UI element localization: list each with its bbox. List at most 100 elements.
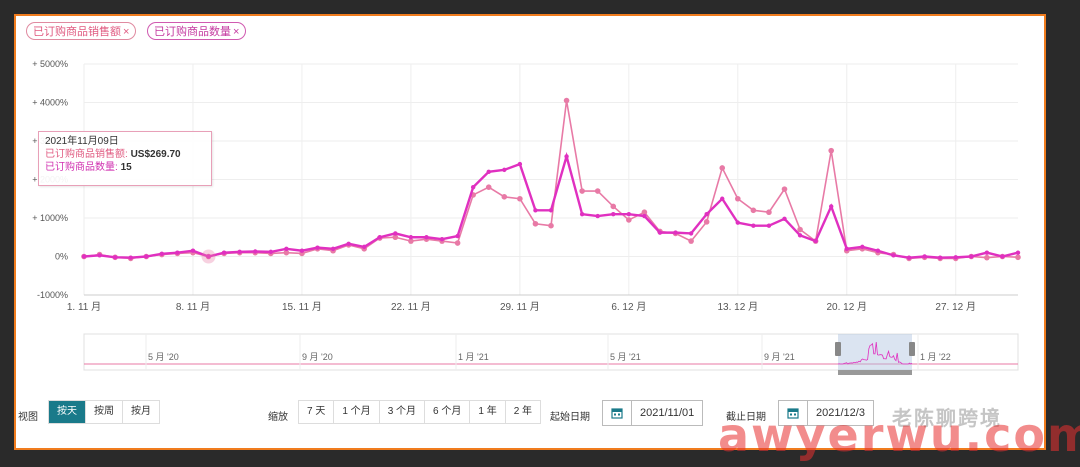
data-point [1015, 250, 1021, 255]
zoom-6m-button[interactable]: 6 个月 [425, 401, 471, 423]
data-point [641, 209, 648, 216]
navigator-handle-right [909, 342, 915, 356]
y-tick-label: -1000% [37, 290, 68, 300]
data-point [891, 253, 896, 258]
end-date-input[interactable]: 2021/12/3 [778, 400, 874, 426]
data-point [517, 161, 523, 167]
data-point [750, 207, 757, 214]
navigator-tick-label: 5 月 '20 [148, 352, 179, 362]
data-point [953, 255, 958, 260]
data-point [128, 255, 133, 260]
data-point [548, 222, 554, 229]
data-point [782, 216, 787, 221]
data-point [532, 220, 539, 227]
chip-label: 已订购商品数量 [154, 26, 231, 38]
calendar-icon[interactable] [603, 401, 632, 425]
tooltip-label-quantity: 已订购商品数量: [45, 162, 118, 173]
data-point [828, 147, 834, 154]
data-point [455, 233, 460, 239]
watermark-brand: 老陈聊跨境 [892, 408, 1002, 430]
data-point [564, 154, 569, 159]
y-tick-label: + 4000% [32, 98, 68, 108]
data-point [797, 233, 803, 238]
close-icon[interactable]: × [233, 26, 240, 38]
zoom-button-group: 7 天 1 个月 3 个月 6 个月 1 年 2 年 [298, 400, 542, 424]
data-point [81, 254, 87, 259]
data-point [984, 250, 990, 255]
view-label: 视图 [18, 412, 38, 423]
zoom-7d-button[interactable]: 7 天 [299, 401, 335, 423]
x-tick-label: 8. 11 月 [176, 301, 210, 313]
data-point [424, 235, 429, 240]
view-month-button[interactable]: 按月 [123, 401, 159, 423]
line-chart[interactable]: + 5000%+ 4000%+ 3000%+ 2000%+ 1000%0%-10… [16, 52, 1044, 392]
data-point [673, 230, 678, 235]
zoom-1m-button[interactable]: 1 个月 [334, 401, 380, 423]
data-point [735, 195, 741, 202]
view-week-button[interactable]: 按周 [86, 401, 123, 423]
data-point [844, 246, 849, 251]
y-tick-label: + 1000% [32, 213, 68, 223]
zoom-2y-button[interactable]: 2 年 [505, 401, 541, 423]
start-date-label: 起始日期 [550, 412, 590, 423]
navigator-tick-label: 1 月 '22 [920, 352, 951, 362]
data-point [283, 249, 290, 256]
data-point [594, 188, 601, 194]
series-chip-sales[interactable]: 已订购商品销售额 × [26, 22, 137, 40]
navigator-handle-left [835, 342, 841, 356]
data-point [362, 244, 367, 250]
data-point [470, 185, 476, 190]
series-chip-quantity[interactable]: 已订购商品数量 × [147, 22, 247, 40]
data-point [579, 188, 585, 194]
tooltip-value-sales: US$269.70 [130, 149, 181, 160]
x-tick-label: 29. 11 月 [500, 301, 540, 313]
data-point [766, 209, 772, 216]
start-date-input[interactable]: 2021/11/01 [602, 400, 704, 426]
data-point [704, 211, 709, 217]
data-point [454, 240, 461, 246]
view-day-button[interactable]: 按天 [49, 401, 86, 423]
data-point [626, 211, 632, 217]
data-point [969, 254, 974, 259]
navigator-mini-line [837, 341, 913, 365]
data-point [922, 254, 927, 259]
close-icon[interactable]: × [123, 26, 130, 38]
data-point [984, 254, 990, 261]
data-point [906, 255, 912, 260]
tooltip-label-sales: 已订购商品销售额: [45, 149, 128, 160]
x-tick-label: 27. 12 月 [935, 301, 976, 313]
data-point [688, 231, 694, 236]
data-point [657, 230, 663, 235]
data-point [611, 211, 616, 217]
data-point [797, 226, 803, 233]
y-tick-label: + 5000% [32, 59, 68, 69]
data-point [517, 195, 523, 202]
zoom-1y-button[interactable]: 1 年 [470, 401, 506, 423]
navigator-tick-label: 9 月 '20 [302, 352, 333, 362]
data-point [408, 235, 414, 240]
chart-controls: 视图 按天 按周 按月 缩放 7 天 1 个月 3 个月 6 个月 1 年 2 … [16, 400, 1046, 428]
data-point [159, 251, 165, 257]
data-point [579, 211, 585, 217]
chart-tooltip: 2021年11月09日 已订购商品销售额: US$269.70 已订购商品数量:… [38, 131, 212, 186]
tooltip-date: 2021年11月09日 [45, 136, 119, 147]
zoom-label: 缩放 [268, 412, 288, 423]
zoom-3m-button[interactable]: 3 个月 [379, 401, 426, 423]
watermark-url: awyerwu.com [718, 408, 1080, 462]
view-button-group: 按天 按周 按月 [48, 400, 160, 424]
data-point [875, 248, 881, 253]
navigator-scrollbar [838, 370, 912, 375]
data-point [688, 238, 694, 244]
data-point [175, 250, 180, 255]
data-point [206, 254, 211, 259]
y-tick-label: 0% [55, 252, 68, 262]
data-point [720, 196, 725, 201]
data-point [626, 217, 632, 223]
data-point [237, 249, 242, 255]
data-point [268, 249, 273, 255]
start-date-value: 2021/11/01 [640, 407, 695, 419]
calendar-icon[interactable] [779, 401, 808, 425]
x-tick-label: 22. 11 月 [391, 301, 431, 313]
data-point [501, 194, 508, 200]
end-date-value: 2021/12/3 [816, 407, 865, 419]
